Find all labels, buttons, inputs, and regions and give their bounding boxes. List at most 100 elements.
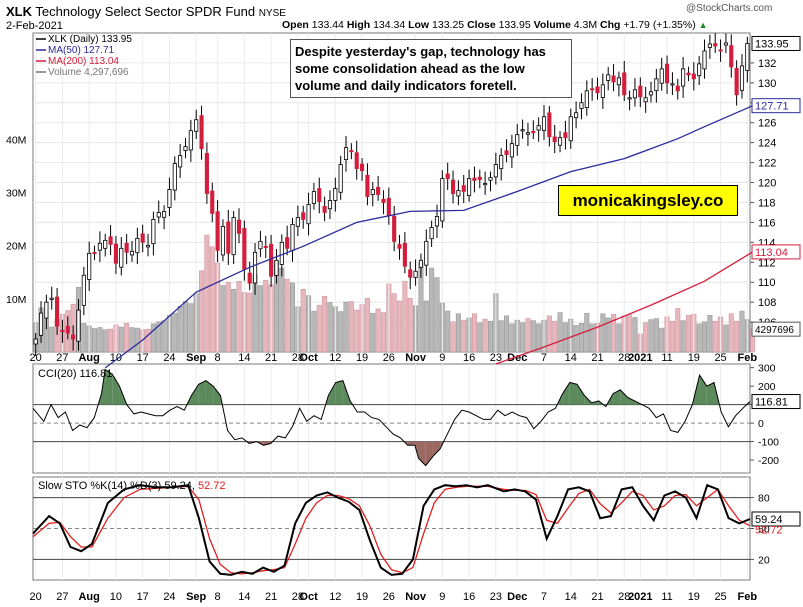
x-tick-label: 12 <box>329 352 341 364</box>
candle-body <box>55 296 60 327</box>
x-tick-label-bottom: Feb <box>738 591 758 603</box>
candle-body <box>247 272 252 284</box>
volume-bar <box>161 320 167 353</box>
candle-body <box>397 244 402 249</box>
candle-body <box>638 85 643 98</box>
close-value: 133.95 <box>498 19 531 31</box>
volume-bar <box>536 323 542 353</box>
open-label: Open <box>282 19 309 31</box>
candle-body <box>552 136 557 143</box>
x-tick-label-bottom: 16 <box>463 591 475 603</box>
change-value: +1.79 (+1.35%) <box>623 19 696 31</box>
candle-body <box>156 212 161 218</box>
volume-axis-label: 40M <box>6 134 26 146</box>
candle-body <box>140 233 145 243</box>
volume-bar <box>172 312 178 353</box>
candle-body <box>520 129 525 132</box>
x-tick-label-bottom: 2021 <box>628 591 652 603</box>
candle-body <box>285 237 290 249</box>
volume-label: Volume <box>533 19 571 31</box>
volume-bar <box>316 304 322 353</box>
volume-bar <box>584 312 590 353</box>
sto-tick-label: 80 <box>758 493 770 505</box>
price-tick-label: 108 <box>758 297 776 309</box>
candle-body <box>627 97 632 100</box>
volume-bar <box>150 323 156 353</box>
x-tick-label-bottom: 11 <box>661 591 672 603</box>
price-tick-label: 120 <box>758 178 776 190</box>
candle-body <box>236 219 242 234</box>
candle-body <box>654 78 659 92</box>
volume-bar <box>632 317 638 353</box>
volume-bar <box>236 281 242 353</box>
price-tick-label: 130 <box>758 78 776 90</box>
candle-body <box>547 112 552 138</box>
volume-bar <box>455 313 461 353</box>
volume-bar <box>220 285 226 353</box>
sto-k-tag-box <box>751 511 801 527</box>
x-tick-label-bottom: Aug <box>78 591 99 603</box>
candle-body <box>483 183 488 186</box>
candle-body <box>418 259 423 268</box>
candle-body <box>686 72 691 76</box>
volume-bar <box>616 323 622 353</box>
candle-body <box>697 63 702 77</box>
candle-body <box>269 243 274 277</box>
volume-bar <box>573 325 579 353</box>
volume-bar <box>557 312 563 353</box>
x-tick-label: 14 <box>565 352 577 364</box>
volume-bar <box>461 319 467 353</box>
ma200-tag-box <box>751 244 801 260</box>
candle-body <box>124 243 129 253</box>
cci-tick-label: -200 <box>758 455 779 467</box>
candle-body <box>584 90 589 108</box>
x-tick-label: 19 <box>688 352 700 364</box>
fund-name: Technology Select Sector SPDR Fund <box>35 4 256 19</box>
x-tick-label-bottom: 21 <box>265 591 277 603</box>
exchange-name: NYSE <box>258 8 286 19</box>
volume-tag: 4297696 <box>755 325 794 336</box>
volume-bar <box>290 282 296 353</box>
candle-body <box>606 74 611 81</box>
candle-body <box>333 188 338 201</box>
high-value: 134.34 <box>373 19 406 31</box>
sto-k-line <box>32 483 751 576</box>
candle-body <box>488 177 493 181</box>
candle-body <box>504 150 509 156</box>
x-tick-label-bottom: 8 <box>215 591 221 603</box>
cci-overbought-fill <box>213 386 221 405</box>
candle-body <box>429 226 434 240</box>
candle-body <box>204 153 209 194</box>
x-tick-label-bottom: Sep <box>186 591 206 603</box>
volume-bar <box>102 329 108 353</box>
volume-bar <box>525 318 531 353</box>
volume-bar <box>354 309 360 353</box>
volume-bar <box>434 277 440 353</box>
volume-bar <box>247 292 253 353</box>
cci-tick-label: 200 <box>758 381 776 393</box>
x-tick-label: 2021 <box>628 352 652 364</box>
candle-body <box>226 221 231 254</box>
price-tick-label: 124 <box>758 138 776 150</box>
candle-body <box>97 242 102 251</box>
candle-body <box>648 91 654 96</box>
cci-overbought-fill <box>105 369 113 405</box>
candle-body <box>600 84 605 98</box>
candle-body <box>71 334 76 340</box>
annotation-box: Despite yesterday's gap, technology has … <box>290 39 572 98</box>
cci-overbought-fill <box>627 397 635 405</box>
candle-body <box>129 250 135 256</box>
candle-body <box>263 245 268 248</box>
candle-body <box>450 179 456 194</box>
candle-body <box>718 49 723 52</box>
candle-body <box>365 174 370 197</box>
x-tick-label-bottom: 14 <box>238 591 250 603</box>
candle-body <box>386 197 391 216</box>
candle-body <box>622 72 627 96</box>
candle-body <box>49 297 54 300</box>
volume-bar <box>284 278 290 353</box>
x-tick-label: 20 <box>30 352 42 364</box>
candle-body <box>477 176 482 180</box>
candle-body <box>210 190 215 214</box>
cci-overbought-fill <box>569 382 578 405</box>
